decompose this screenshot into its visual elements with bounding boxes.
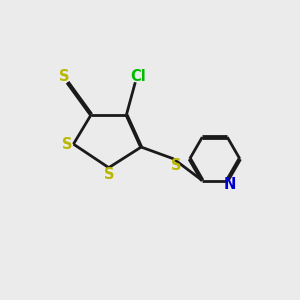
Text: S: S (103, 167, 114, 182)
Text: S: S (171, 158, 182, 173)
Text: Cl: Cl (130, 69, 146, 84)
Text: S: S (62, 136, 72, 152)
Text: N: N (224, 177, 236, 192)
Text: S: S (59, 69, 70, 84)
